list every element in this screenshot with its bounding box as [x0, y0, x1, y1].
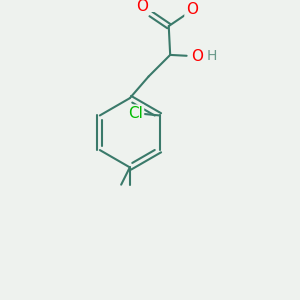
Text: O: O — [186, 2, 198, 17]
Text: O: O — [136, 0, 148, 14]
Text: H: H — [207, 49, 217, 63]
Text: Cl: Cl — [128, 106, 143, 121]
Text: O: O — [192, 49, 204, 64]
